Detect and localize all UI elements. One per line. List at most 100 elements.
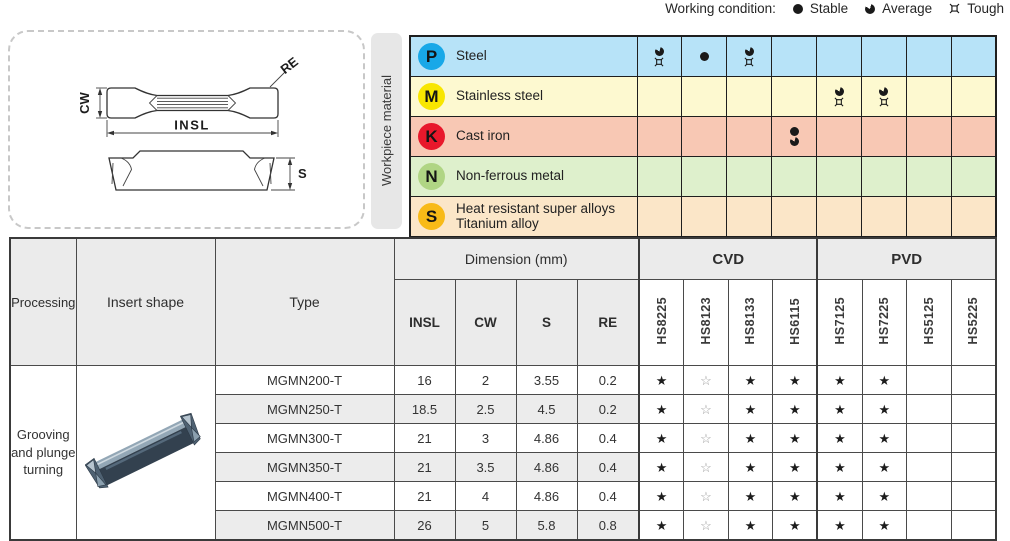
filled-star-icon: ★ <box>878 459 891 475</box>
insl-dim-label: INSL <box>174 118 210 133</box>
grade-rating-cell <box>906 394 952 424</box>
type-cell: MGMN200-T <box>214 365 395 395</box>
condition-cell <box>681 156 728 197</box>
header-insl: INSL <box>393 279 456 366</box>
grade-rating-cell <box>950 423 997 453</box>
grade-rating-cell: ★ <box>638 423 685 453</box>
header-grade-hs8133: HS8133 <box>727 279 774 366</box>
legend-item-label: Average <box>882 1 933 16</box>
grade-rating-cell <box>906 423 952 453</box>
condition-cell <box>681 116 728 157</box>
grade-rating-cell: ★ <box>816 452 863 482</box>
grade-rating-cell <box>950 510 997 541</box>
legend-item-tough: Tough <box>949 1 1004 16</box>
insl-value-cell: 18.5 <box>393 394 456 424</box>
grade-rating-cell: ★ <box>772 481 818 511</box>
header-grade-hs6115: HS6115 <box>772 279 818 366</box>
filled-star-icon: ★ <box>744 372 757 388</box>
grade-rating-cell: ★ <box>861 423 908 453</box>
condition-cell <box>636 76 683 117</box>
header-s: S <box>515 279 578 366</box>
condition-cell <box>771 156 818 197</box>
insert-photo <box>84 412 201 488</box>
material-label-cell: K Cast iron <box>409 116 638 157</box>
condition-cell <box>860 196 907 238</box>
header-grade-hs8123: HS8123 <box>683 279 729 366</box>
insert-row-mgmn400-t: MGMN400-T 21 4 4.86 0.4 ★ ☆ ★ ★ ★ ★ <box>10 481 997 511</box>
grade-rating-cell: ★ <box>638 365 685 395</box>
condition-cell <box>905 116 952 157</box>
condition-cell <box>726 35 773 77</box>
filled-star-icon: ★ <box>789 401 801 417</box>
cw-value-cell: 3 <box>454 423 517 453</box>
condition-cell <box>816 76 862 117</box>
filled-star-icon: ★ <box>655 459 668 475</box>
outline-star-icon: ☆ <box>700 488 712 504</box>
grade-rating-cell: ★ <box>638 481 685 511</box>
material-label-cell: M Stainless steel <box>409 76 638 117</box>
grade-rating-cell: ★ <box>638 452 685 482</box>
filled-star-icon: ★ <box>834 517 846 533</box>
condition-cell <box>726 116 773 157</box>
filled-star-icon: ★ <box>789 517 801 533</box>
type-cell: MGMN500-T <box>214 510 395 541</box>
condition-cell <box>816 156 862 197</box>
insl-value-cell: 21 <box>393 452 456 482</box>
header-insert-shape: Insert shape <box>75 237 216 366</box>
grade-rating-cell: ☆ <box>683 481 729 511</box>
material-label-cell: P Steel <box>409 35 638 77</box>
average-icon <box>654 46 664 56</box>
grade-rating-cell <box>906 510 952 541</box>
header-type: Type <box>214 237 395 366</box>
filled-star-icon: ★ <box>878 430 891 446</box>
grade-rating-cell: ★ <box>861 365 908 395</box>
header-processing: Processing <box>9 237 77 366</box>
cw-value-cell: 5 <box>454 510 517 541</box>
outline-star-icon: ☆ <box>700 430 712 446</box>
legend-title: Working condition: <box>665 1 776 16</box>
insert-dimension-diagram: CW INSL RE S <box>8 30 365 229</box>
tough-icon <box>879 97 889 106</box>
grade-rating-cell <box>906 452 952 482</box>
grade-rating-cell: ★ <box>727 481 774 511</box>
filled-star-icon: ★ <box>834 459 846 475</box>
filled-star-icon: ★ <box>744 517 757 533</box>
insert-shape-cell <box>75 365 216 541</box>
condition-cell <box>860 35 907 77</box>
s-value-cell: 4.86 <box>515 452 578 482</box>
outline-star-icon: ☆ <box>700 401 712 417</box>
grade-rating-cell: ★ <box>861 510 908 541</box>
condition-cell <box>905 156 952 197</box>
workpiece-matrix: P Steel M Stainless steel K Cast iron N Non-fer… <box>409 35 998 238</box>
workpiece-material-label: Workpiece material <box>379 75 394 187</box>
filled-star-icon: ★ <box>655 430 668 446</box>
material-name: Heat resistant super alloys Titanium allo… <box>456 200 616 231</box>
re-value-cell: 0.2 <box>576 365 640 395</box>
workpiece-material-tab: Workpiece material <box>371 33 402 229</box>
material-code-badge: P <box>418 43 445 70</box>
filled-star-icon: ★ <box>655 401 668 417</box>
condition-cell <box>726 196 773 238</box>
material-row-p: P Steel <box>409 35 997 77</box>
s-value-cell: 4.86 <box>515 481 578 511</box>
filled-star-icon: ★ <box>878 372 891 388</box>
grade-rating-cell <box>950 394 997 424</box>
grade-rating-cell: ☆ <box>683 423 729 453</box>
processing-cell: Grooving and plunge turning <box>9 365 77 541</box>
insert-row-mgmn350-t: MGMN350-T 21 3.5 4.86 0.4 ★ ☆ ★ ★ ★ ★ <box>10 452 997 482</box>
outline-star-icon: ☆ <box>700 372 712 388</box>
grade-rating-cell: ★ <box>727 365 774 395</box>
re-value-cell: 0.2 <box>576 394 640 424</box>
header-pvd: PVD <box>816 237 997 280</box>
filled-star-icon: ★ <box>655 488 668 504</box>
condition-cell <box>636 116 683 157</box>
filled-star-icon: ★ <box>655 517 668 533</box>
type-cell: MGMN250-T <box>214 394 395 424</box>
grade-rating-cell: ★ <box>772 423 818 453</box>
legend-item-label: Tough <box>967 1 1004 16</box>
average-icon <box>865 3 876 14</box>
filled-star-icon: ★ <box>744 401 757 417</box>
grade-rating-cell: ★ <box>727 510 774 541</box>
legend-item-label: Stable <box>809 1 849 16</box>
condition-cell <box>860 76 907 117</box>
